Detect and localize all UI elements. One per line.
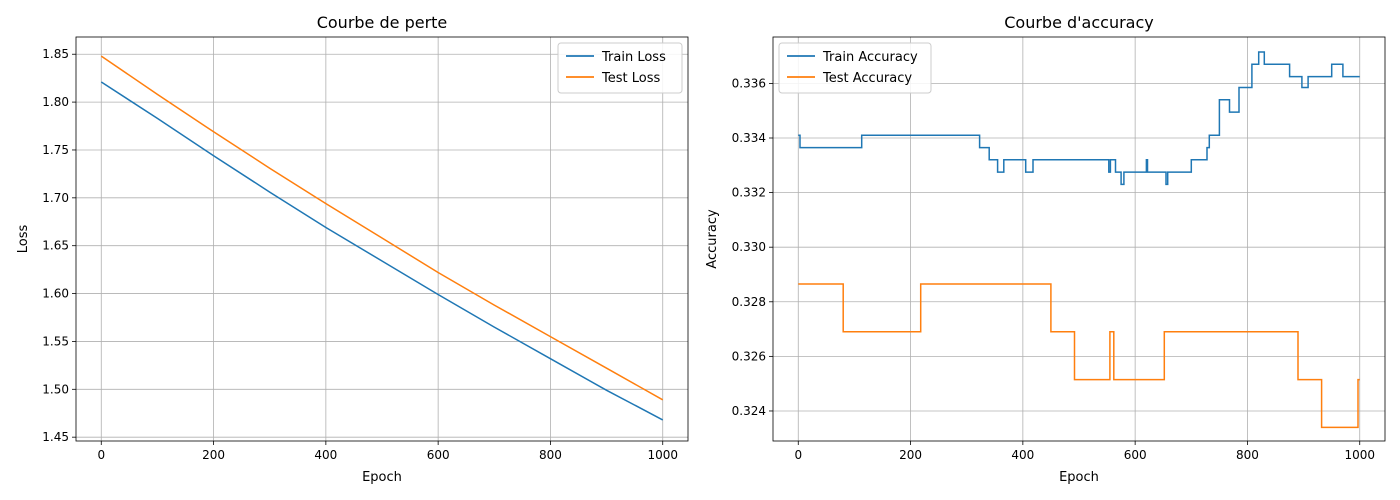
x-tick-label: 1000: [647, 448, 678, 462]
x-tick-label: 600: [427, 448, 450, 462]
x-axis-label: Epoch: [1059, 470, 1099, 485]
chart-title: Courbe d'accuracy: [1004, 13, 1154, 32]
x-tick-label: 200: [899, 448, 922, 462]
legend-label: Test Accuracy: [822, 71, 912, 86]
x-tick-label: 800: [539, 448, 562, 462]
y-tick-label: 0.334: [732, 131, 766, 145]
series-line-test-loss: [100, 55, 664, 401]
y-tick-label: 1.75: [42, 143, 69, 157]
y-tick-label: 0.324: [732, 404, 766, 418]
y-tick-label: 1.70: [42, 191, 69, 205]
chart-panel-1: 0 200 400 600 800 1000 1.45 1.50 1.55 1.60 1.65 1.7…: [16, 13, 689, 485]
y-tick-label: 1.45: [42, 430, 69, 444]
series-line-train-accuracy: [798, 51, 1360, 186]
chart-panel-2: 0 200 400 600 800 1000 0.324 0.326 0.328 0.330 0.3…: [705, 13, 1386, 485]
y-tick-label: 1.60: [42, 287, 69, 301]
y-tick-label: 1.50: [42, 382, 69, 396]
legend: Train Loss Test Loss: [557, 42, 683, 94]
y-tick-label: 0.328: [732, 295, 766, 309]
y-tick-label: 1.65: [42, 239, 69, 253]
y-axis-label: Loss: [16, 225, 31, 254]
y-tick-label: 0.332: [732, 186, 766, 200]
legend-label: Test Loss: [601, 71, 660, 86]
chart-title: Courbe de perte: [317, 13, 448, 32]
x-tick-label: 0: [97, 448, 105, 462]
x-tick-label: 200: [202, 448, 225, 462]
y-tick-label: 0.330: [732, 240, 766, 254]
y-tick-label: 0.326: [732, 349, 766, 363]
legend-label: Train Accuracy: [822, 50, 918, 65]
x-tick-label: 800: [1236, 448, 1259, 462]
y-tick-label: 1.85: [42, 47, 69, 61]
x-tick-label: 600: [1124, 448, 1147, 462]
legend-label: Train Loss: [601, 50, 666, 65]
y-tick-label: 1.80: [42, 95, 69, 109]
series-line-test-accuracy: [798, 283, 1360, 429]
legend-box: [778, 42, 932, 94]
y-axis-label: Accuracy: [705, 209, 720, 269]
x-tick-label: 400: [314, 448, 337, 462]
series-line-train-loss: [100, 81, 664, 421]
y-tick-label: 1.55: [42, 334, 69, 348]
x-axis-label: Epoch: [362, 470, 402, 485]
axes-frame: [75, 36, 689, 442]
x-tick-label: 400: [1011, 448, 1034, 462]
legend: Train Accuracy Test Accuracy: [778, 42, 932, 94]
axes-frame: [772, 36, 1386, 442]
y-tick-label: 0.336: [732, 76, 766, 90]
x-tick-label: 1000: [1344, 448, 1375, 462]
x-tick-label: 0: [794, 448, 802, 462]
